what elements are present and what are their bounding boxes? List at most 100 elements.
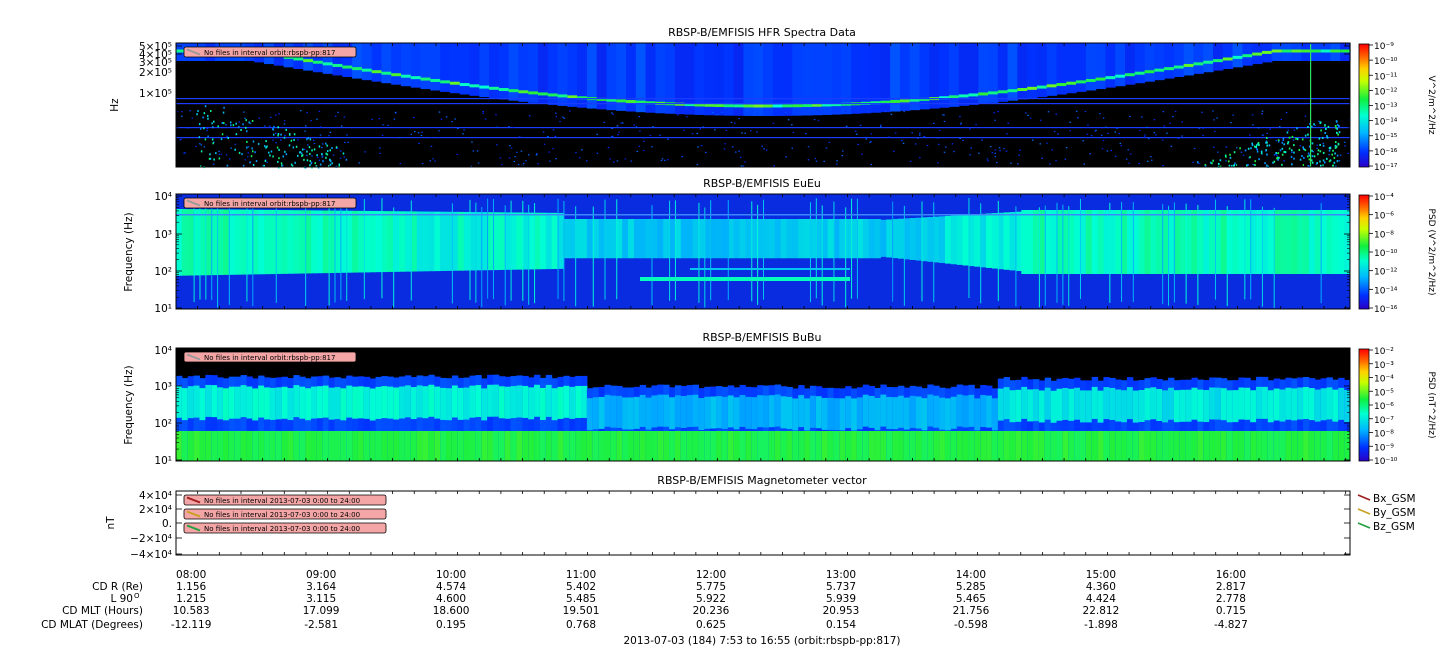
bubu-green-column — [804, 431, 811, 461]
eueu-activity-column — [240, 209, 247, 275]
hfr-noise-dot — [723, 148, 726, 150]
hfr-band-column — [557, 43, 568, 106]
eueu-streak — [487, 198, 489, 299]
mag-annotation-box — [183, 494, 387, 506]
bubu-cyan-column — [299, 386, 306, 419]
hfr-noise-dot — [978, 152, 980, 154]
hfr-noise-dot — [514, 156, 516, 158]
hfr-burst-right — [1334, 144, 1337, 147]
hfr-burst-right — [1283, 150, 1286, 153]
hfr-burst-left — [338, 163, 341, 166]
hfr-burst-right — [1335, 145, 1338, 148]
bubu-cyan-column — [557, 386, 564, 419]
bubu-green-column — [651, 431, 658, 461]
bubu-cyan-column — [733, 397, 741, 430]
bubu-green-column — [269, 431, 277, 461]
hfr-burst-right — [1293, 144, 1295, 147]
hfr-noise-dot — [993, 112, 995, 114]
hfr-burst-right — [1281, 147, 1284, 150]
hfr-burst-right — [1329, 147, 1332, 150]
bubu-cyan-column — [680, 396, 688, 429]
hfr-noise-dot — [1147, 160, 1149, 162]
hfr-burst-left — [222, 111, 225, 114]
hfr-burst-left — [329, 163, 332, 166]
bubu-cyan-column — [440, 387, 447, 420]
hfr-noise-dot — [975, 123, 977, 126]
hfr-noise-dot — [1129, 115, 1131, 118]
bubu-cyan-column — [845, 396, 852, 429]
hfr-band-column — [1134, 43, 1146, 84]
bubu-blue-column — [316, 376, 324, 461]
hfr-burst-right — [1302, 146, 1304, 149]
hfr-noise-dot — [683, 129, 685, 131]
bubu-blue-column — [416, 375, 424, 461]
bubu-green-column — [927, 431, 934, 461]
eueu-activity-column — [616, 219, 623, 259]
bubu-cyan-column — [657, 394, 664, 427]
ephem-value: 5.922 — [696, 593, 726, 605]
hfr-burst-right — [1251, 142, 1254, 145]
colorbar-tick-label: 10⁻¹⁵ — [1374, 133, 1398, 143]
hfr-burst-left — [209, 153, 211, 156]
bubu-cyan-column — [1179, 389, 1187, 422]
eueu-activity-column — [1279, 210, 1286, 274]
bubu-cyan-column — [980, 395, 987, 428]
hfr-noise-dot — [508, 126, 510, 128]
eueu-activity-column — [669, 219, 676, 259]
eueu-streak — [228, 204, 230, 305]
bubu-green-column — [451, 431, 459, 461]
hfr-noise-dot — [1082, 140, 1084, 142]
hfr-noise-dot — [200, 144, 203, 146]
eueu-streak — [1261, 206, 1263, 307]
bubu-cyan-column — [1138, 389, 1146, 422]
hfr-plasma-line-segment — [968, 93, 979, 97]
eueu-activity-column — [1232, 210, 1239, 274]
bubu-blue-column — [381, 376, 388, 461]
hfr-noise-dot — [1255, 147, 1258, 149]
bubu-blue-column — [399, 376, 406, 461]
hfr-noise-dot — [1019, 149, 1021, 151]
eueu-activity-column — [927, 216, 934, 262]
hfr-noise-dot — [1107, 132, 1109, 134]
hfr-noise-dot — [548, 151, 550, 153]
hfr-noise-dot — [339, 150, 342, 152]
hfr-burst-right — [1336, 131, 1338, 134]
hfr-noise-dot — [951, 143, 954, 145]
hfr-noise-dot — [432, 158, 434, 160]
hfr-noise-dot — [756, 131, 758, 133]
bubu-green-column — [680, 431, 688, 461]
eueu-activity-column — [422, 211, 429, 272]
hfr-burst-left — [241, 153, 243, 156]
eueu-activity-column — [1209, 210, 1216, 274]
hfr-burst-right — [1336, 123, 1339, 126]
eueu-activity-column — [1320, 210, 1328, 274]
hfr-noise-dot — [1266, 132, 1268, 134]
hfr-burst-left — [263, 164, 266, 167]
hfr-plasma-line-segment — [518, 90, 529, 94]
hfr-noise-dot — [304, 125, 307, 127]
bubu-green-column — [1320, 431, 1328, 461]
eueu-streak — [211, 200, 213, 301]
bubu-green-column — [1185, 431, 1193, 461]
ephem-value: -0.598 — [954, 619, 988, 631]
colorbar-tick-label: 10⁻¹⁴ — [1374, 118, 1398, 128]
hfr-burst-left — [321, 153, 323, 156]
hfr-noise-dot — [1141, 116, 1143, 118]
eueu-streak — [1214, 199, 1216, 300]
bubu-blue-column — [522, 375, 529, 461]
bubu-green-column — [1232, 431, 1239, 461]
hfr-noise-dot — [702, 126, 705, 128]
hfr-burst-right — [1332, 149, 1334, 152]
hfr-noise-dot — [344, 141, 346, 144]
eueu-activity-column — [545, 212, 553, 270]
bubu-green-column — [1109, 431, 1116, 461]
eueu-streak — [968, 198, 970, 299]
ephem-row-label: L 90 — [110, 593, 133, 605]
hfr-burst-left — [317, 166, 320, 169]
ephemeris-table: CD R (Re) 1.156 3.164 4.574 5.402 5.775 5.737 5… — [41, 581, 1248, 631]
eueu-activity-column — [809, 219, 817, 259]
hfr-burst-left — [309, 164, 311, 167]
bubu-green-column — [487, 431, 494, 461]
hfr-noise-dot — [275, 132, 277, 134]
hfr-noise-dot — [1163, 125, 1166, 127]
